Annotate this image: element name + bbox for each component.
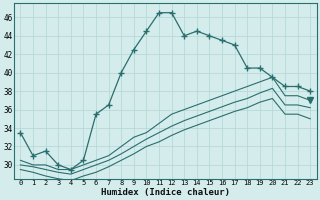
X-axis label: Humidex (Indice chaleur): Humidex (Indice chaleur) bbox=[101, 188, 230, 197]
